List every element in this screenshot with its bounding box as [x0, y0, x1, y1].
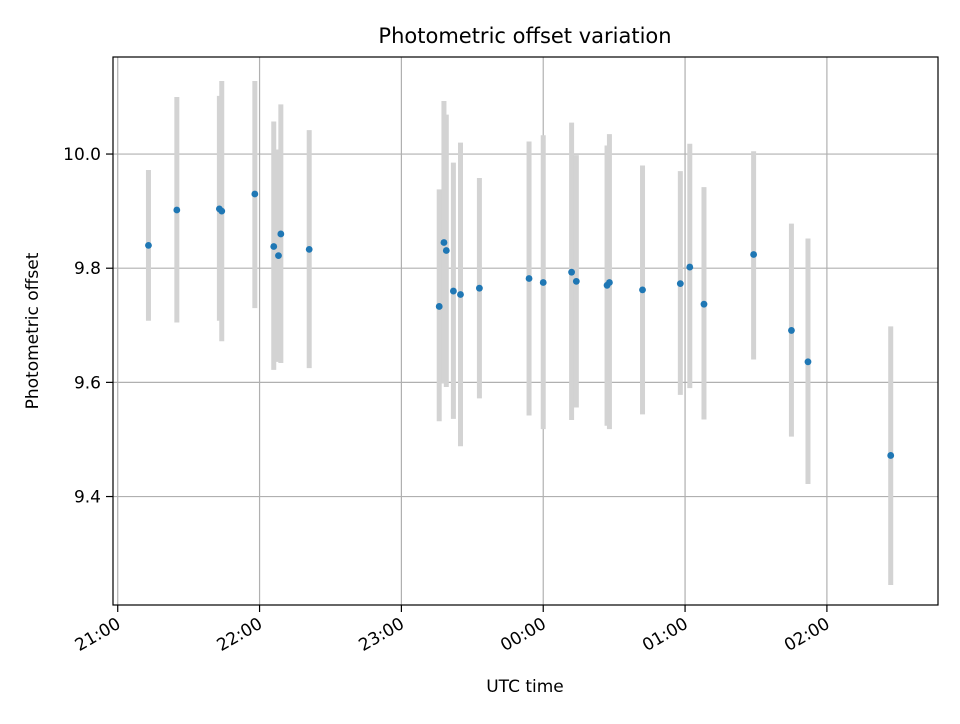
data-point [277, 230, 285, 238]
data-point [606, 279, 613, 286]
data-point [457, 291, 464, 298]
y-tick-label: 10.0 [63, 145, 101, 165]
data-point [572, 277, 580, 285]
y-axis-label: Photometric offset [23, 252, 43, 409]
x-axis-label: UTC time [486, 677, 564, 697]
data-point [173, 206, 181, 214]
data-point [686, 263, 694, 271]
data-point [700, 300, 708, 308]
data-point [435, 303, 443, 310]
data-point [539, 279, 547, 286]
data-point [639, 286, 646, 294]
data-point [476, 284, 483, 292]
y-tick-label: 9.8 [74, 259, 101, 279]
data-points [145, 190, 895, 459]
data-point [804, 358, 812, 366]
data-point [218, 207, 226, 215]
data-point [305, 245, 313, 253]
grid-lines [113, 57, 938, 605]
y-tick-label: 9.6 [74, 373, 101, 393]
data-point [525, 275, 533, 282]
plot-area-frame [112, 56, 939, 606]
data-point [750, 251, 758, 258]
y-axis-ticks: 9.4 9.6 9.8 10.0 [63, 145, 113, 508]
data-point [145, 241, 152, 249]
data-point [568, 268, 575, 276]
data-point [251, 190, 259, 198]
y-tick-label: 9.4 [74, 488, 101, 508]
data-point [788, 327, 795, 334]
data-point [887, 452, 895, 459]
data-point [440, 239, 448, 246]
data-point [275, 252, 282, 260]
chart-title: Photometric offset variation [378, 24, 671, 48]
data-point [442, 247, 450, 254]
data-point [450, 287, 457, 295]
data-point [270, 243, 278, 250]
data-point [676, 280, 684, 288]
